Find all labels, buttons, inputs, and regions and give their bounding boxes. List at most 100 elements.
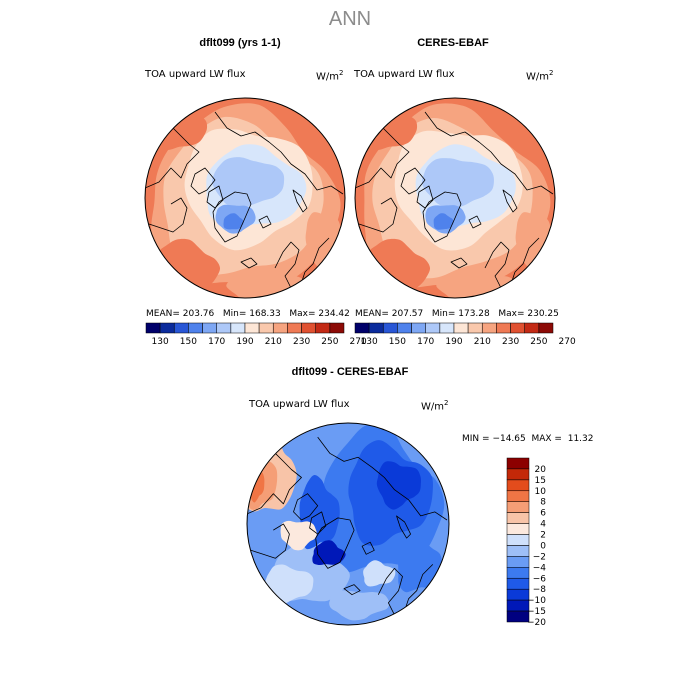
panel1-variable: TOA upward LW flux	[145, 69, 246, 80]
panel1-colorbar-box-8	[258, 322, 274, 334]
panel3-colorbar-box-8	[506, 545, 530, 557]
panel1-field	[145, 98, 345, 298]
panel3-colorbar-box-6	[506, 523, 530, 535]
panel3-colorbar-box-11	[506, 578, 530, 590]
panel1-coast-europe	[274, 237, 330, 289]
panel2-colorbar-tick-1: 150	[389, 337, 406, 347]
panel1-title: dflt099 (yrs 1-1)	[199, 37, 281, 49]
panel3-colorbar-tick-1: 15	[535, 476, 546, 486]
panel3-coast-siberia	[317, 436, 448, 521]
panel3-near-zero-1	[280, 520, 317, 551]
panel2-contour-6	[433, 213, 454, 230]
panel2-colorbar-box-10	[496, 322, 511, 334]
panel3-colorbar-box-3	[506, 490, 530, 502]
panel3-colorbar-box-9	[506, 556, 530, 568]
panel1-colorbar-box-13	[329, 322, 345, 334]
panel3-coast-hudson	[250, 523, 290, 559]
panel1-colorbar-box-1	[159, 322, 175, 334]
panel2-colorbar-box-12	[524, 322, 540, 334]
panel2-colorbar-box-11	[510, 322, 525, 334]
panel2-colorbar-tick-0: 130	[361, 337, 378, 347]
panel1-colorbar-tick-7: 270	[350, 337, 367, 347]
panel3-colorbar-box-0	[506, 457, 530, 470]
panel1-units: W/m2	[316, 69, 344, 83]
panel1-colorbar-box-9	[273, 322, 288, 334]
panel3-colorbar-box-14	[506, 610, 530, 623]
panel1-coast-hudson	[148, 197, 188, 233]
panel2-colorbar-box-6	[439, 322, 455, 334]
panel2-border	[354, 97, 556, 299]
panel2-min-label: Min=	[431, 309, 456, 319]
panel2-variable: TOA upward LW flux	[354, 69, 455, 80]
panel1-colorbar-tick-1: 150	[180, 337, 197, 347]
panel1-colorbar-tick-0: 130	[152, 337, 169, 347]
panel3-coast-europe	[377, 564, 434, 616]
panel2-colorbar-tick-7: 270	[559, 337, 576, 347]
panel3-near-zero-2	[363, 560, 396, 587]
panel3-coast-arch2	[309, 511, 327, 535]
panel3-contour-4	[265, 564, 314, 605]
panel3-border	[246, 422, 450, 626]
panel3-coast-namerica	[247, 452, 302, 515]
panel2-stats: MEAN= 207.57 Min= 173.28 Max= 230.25	[355, 309, 559, 319]
panel3-colorbar-tick-0: 20	[535, 465, 547, 475]
panel3-colorbar-box-7	[506, 534, 530, 546]
panel1-coast-novaya	[292, 189, 308, 213]
panel1-mean-label: MEAN=	[146, 309, 180, 319]
panel1-coast-svalbard	[258, 215, 272, 229]
panel1-colorbar-box-7	[244, 322, 260, 334]
panel1-mean: 203.76	[182, 309, 215, 319]
panel2-coast-hudson	[358, 197, 398, 233]
panel1-colorbar-tick-5: 230	[293, 337, 310, 347]
panel3-colorbar-box-2	[506, 479, 530, 492]
panel3-contour-7	[397, 531, 443, 593]
panel2-coast-greenland	[422, 191, 462, 243]
panel3-colorbar-box-4	[506, 501, 530, 513]
panel1-colorbar-tick-3: 190	[236, 337, 253, 347]
panel2-max-label: Max=	[498, 309, 525, 319]
panel2-coast-iceland	[450, 257, 468, 269]
panel3-colorbar-tick-14: −20	[527, 618, 546, 628]
panel3-colorbar-tick-10: −6	[533, 574, 547, 584]
panel1-coast-arch2	[206, 185, 224, 209]
panel3-colorbar-box-1	[506, 468, 530, 481]
panel2-coast-siberia	[424, 111, 554, 195]
panel2-contour-4	[421, 158, 494, 209]
panel1-colorbar-tick-6: 250	[321, 337, 338, 347]
panel3-colorbar-tick-3: 8	[540, 498, 546, 508]
panel1-colorbar-box-5	[216, 322, 232, 334]
panel3-title: dflt099 - CERES-EBAF	[291, 366, 409, 378]
panel1-colorbar-box-3	[188, 322, 203, 334]
panel3-min: −14.65	[492, 434, 526, 444]
panel1-max: 234.42	[318, 309, 350, 319]
panel1-max-label: Max=	[289, 309, 316, 319]
panel2-max: 230.25	[527, 309, 559, 319]
panel2-coast-novaya	[502, 189, 518, 213]
panel2-colorbar-tick-6: 250	[530, 337, 547, 347]
panel3-colorbar-tick-4: 6	[540, 509, 546, 519]
panel1-colorbar-box-2	[174, 322, 189, 334]
panel3-colorbar-tick-7: 0	[540, 542, 546, 552]
panel2-colorbar-tick-2: 170	[417, 337, 434, 347]
panel3-stats: MIN = −14.65 MAX = 11.32	[462, 434, 593, 444]
figure-title: ANN	[328, 8, 372, 30]
panel3-colorbar-tick-5: 4	[540, 520, 546, 530]
panel1-coast-greenland	[212, 191, 252, 243]
panel2-title: CERES-EBAF	[417, 37, 489, 49]
panel1-coast-arch1	[190, 167, 216, 195]
panel2-colorbar-box-4	[411, 322, 426, 334]
panel3-colorbar-tick-11: −8	[533, 585, 547, 595]
panel3-colorbar-tick-6: 2	[540, 531, 546, 541]
panel3-colorbar-tick-8: −2	[533, 552, 546, 562]
panel2-min: 173.28	[458, 309, 490, 319]
panel2-colorbar-box-0	[354, 322, 370, 334]
panel3-coast-svalbard	[361, 541, 375, 555]
panel1-contour-6	[223, 213, 244, 230]
panel2-colorbar-box-5	[425, 322, 441, 334]
panel2-colorbar-tick-4: 210	[474, 337, 491, 347]
panel1-colorbar-box-0	[145, 322, 161, 334]
panel3-colorbar-tick-12: −10	[527, 596, 546, 606]
panel3-colorbar-tick-9: −4	[533, 563, 547, 573]
panel2-field	[355, 98, 555, 298]
